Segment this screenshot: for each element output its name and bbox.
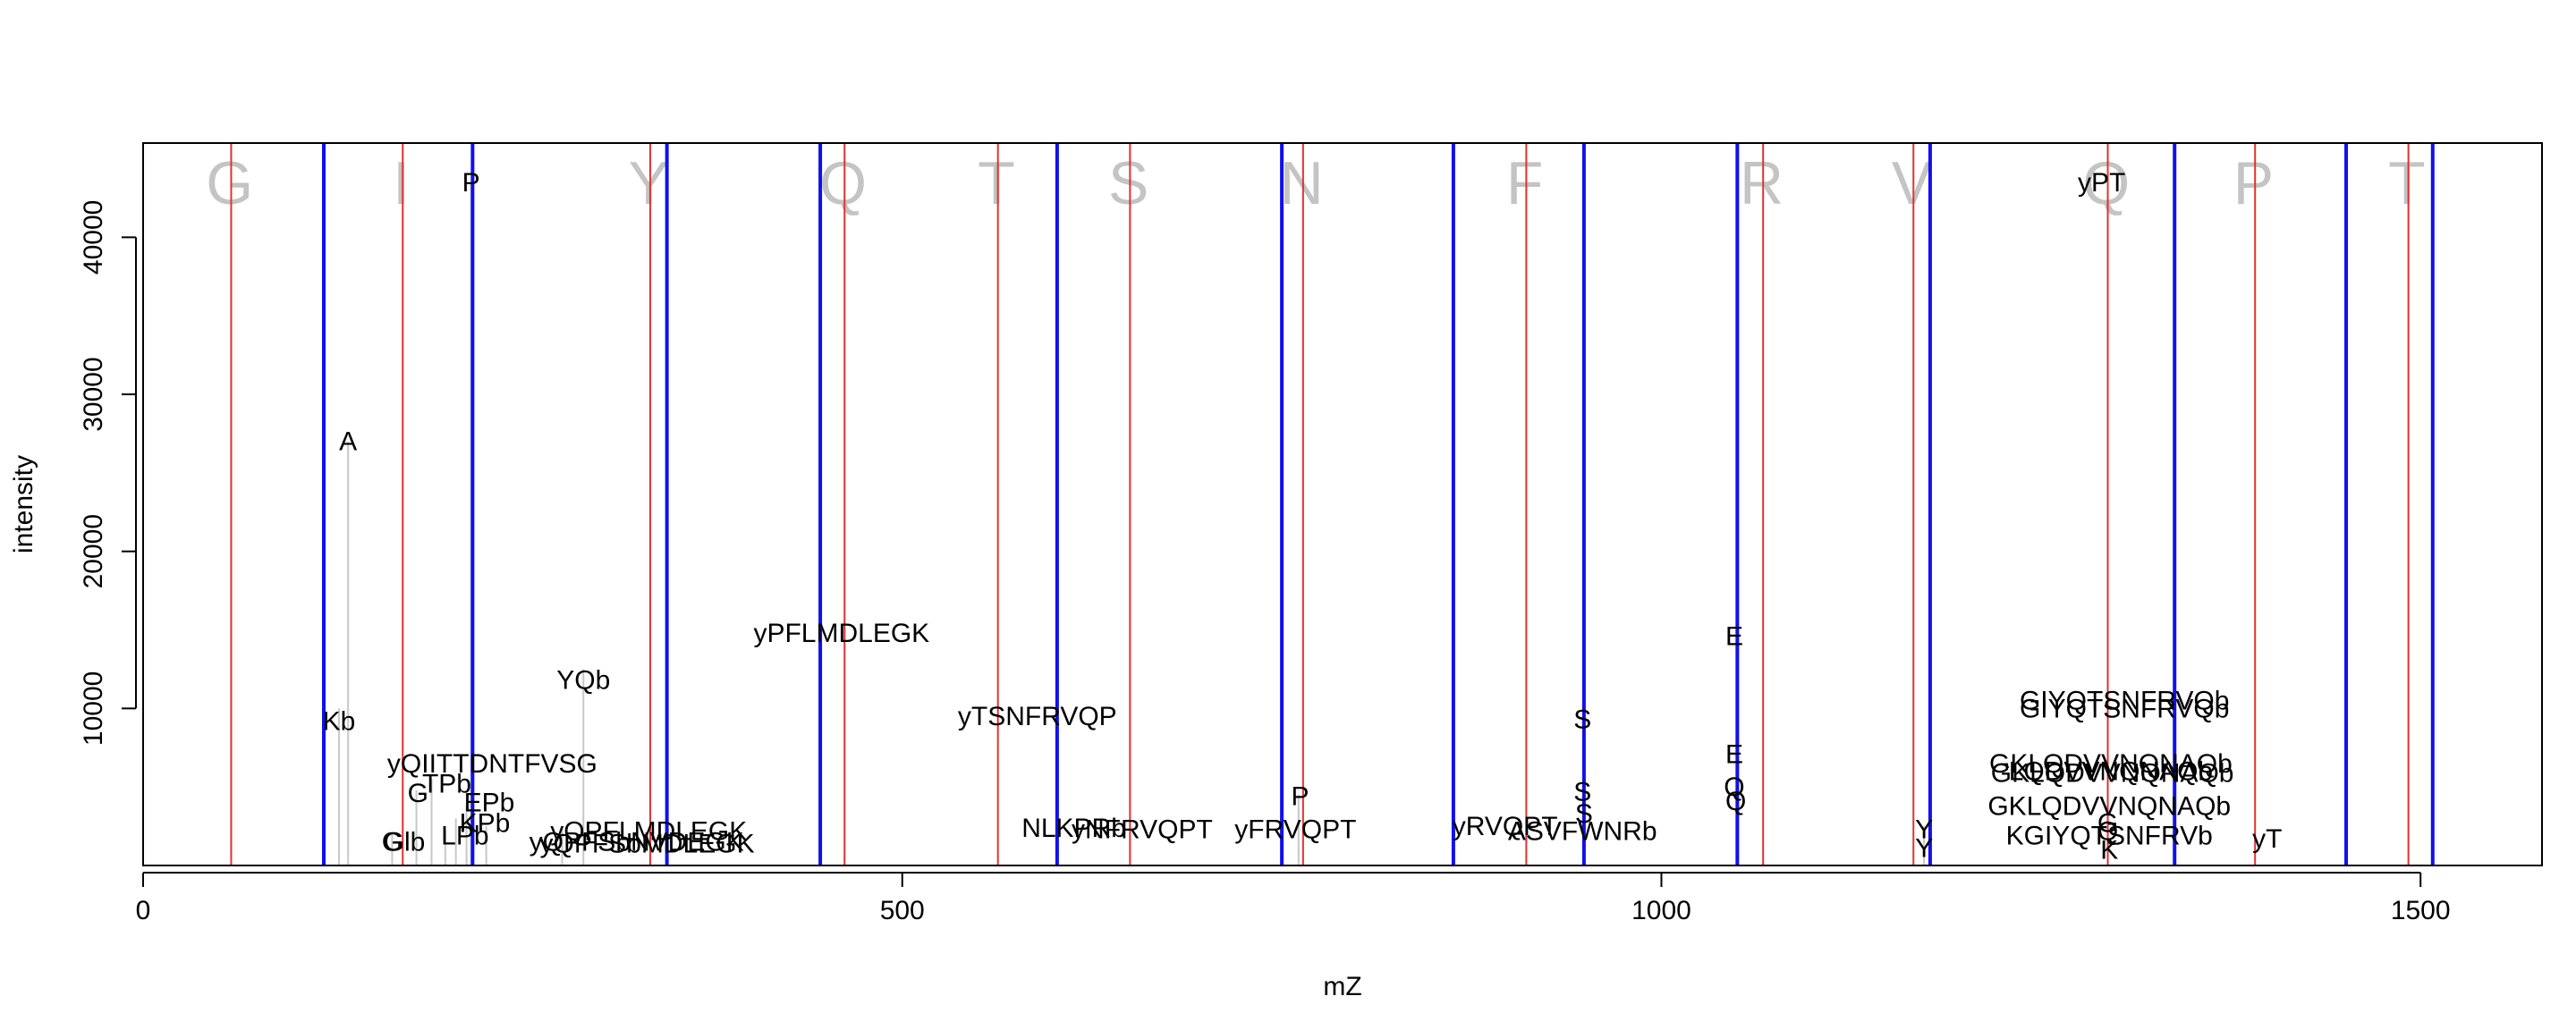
residue-letter-9: V	[1892, 149, 1933, 217]
peak-annotation-4: yQIITTDNTFVSG	[387, 749, 597, 779]
peak-annotation-29: Q	[1725, 787, 1746, 816]
peak-annotation-5: TPb	[422, 770, 471, 799]
peak-annotation-36: LQDVVNQNAQb	[2009, 757, 2213, 787]
x-tick-label-1: 500	[880, 896, 925, 925]
peak-annotation-41: K	[2100, 835, 2118, 865]
x-axis-label: mZ	[1323, 972, 1361, 1001]
y-tick-label-3: 40000	[79, 200, 108, 274]
peak-annotation-17: NLKPRb	[1021, 814, 1126, 843]
peak-annotation-7: EPb	[464, 789, 515, 818]
peak-annotation-13: yQPFSbNVDEGK	[530, 828, 744, 857]
residue-letter-3: Q	[819, 149, 867, 217]
peak-annotation-12: yQPFLMDLEGK	[550, 816, 747, 846]
peak-annotation-35: GKLQDVVNQNAQb	[1989, 749, 2233, 779]
peak-annotation-38: GKLQDVVNQNAQb	[1987, 791, 2231, 821]
peak-annotation-21: yRVQPT	[1453, 812, 1558, 841]
peak-annotation-1: P	[462, 168, 480, 198]
residue-letter-12: T	[2388, 149, 2426, 217]
peak-annotation-23: S	[1573, 705, 1591, 735]
peak-annotation-32: yPT	[2078, 168, 2125, 198]
peak-annotation-19: P	[1291, 782, 1309, 812]
peak-annotation-6: G	[408, 779, 428, 808]
residue-letter-2: Y	[629, 149, 669, 217]
peak-annotation-16: yTSNFRVQP	[958, 702, 1117, 731]
peak-annotation-42: KGIYQTSNFRVb	[2006, 822, 2213, 851]
peak-annotation-34: GIYQTSNFRVQb	[2020, 694, 2230, 723]
peak-annotation-27: E	[1725, 739, 1743, 769]
peak-annotation-33: GIYQTSNFRVQb	[2020, 687, 2230, 716]
peak-annotation-28: Q	[1724, 772, 1744, 802]
peak-annotation-20: yFRVQPT	[1234, 815, 1356, 845]
residue-letter-0: G	[206, 149, 253, 217]
peak-annotation-31: Y	[1915, 834, 1933, 864]
red-line-layer	[230, 143, 2410, 865]
x-tick-label-2: 1000	[1631, 896, 1691, 925]
peak-annotation-2: Kb	[323, 706, 356, 736]
peak-annotation-26: E	[1725, 622, 1743, 652]
residue-letter-4: T	[978, 149, 1015, 217]
peak-layer	[337, 182, 2109, 865]
x-tick-label-3: 1500	[2391, 896, 2451, 925]
peak-annotation-39: G	[2097, 809, 2118, 839]
peak-annotation-15: yPFLMDLEGK	[753, 619, 929, 648]
peak-annotation-37: GKLQDVVNQNAQb	[1991, 758, 2234, 788]
peak-annotation-25: S	[1575, 799, 1593, 829]
peak-annotation-22: ASVFWNRb	[1508, 816, 1657, 846]
peak-annotation-8: KPb	[460, 809, 511, 839]
plot-frame	[142, 142, 2543, 866]
peak-annotation-11: Glb	[384, 828, 426, 857]
peak-annotation-43: yT	[2252, 824, 2282, 854]
peak-annotation-18: yNFRVQPT	[1072, 815, 1213, 845]
peak-annotation-0: A	[339, 427, 357, 457]
peak-annotation-40: Q	[2097, 816, 2118, 846]
x-tick-label-0: 0	[136, 896, 151, 925]
peak-annotation-3: YQb	[556, 666, 610, 696]
y-tick-label-2: 30000	[79, 357, 108, 431]
peak-annotation-10: G	[382, 828, 402, 857]
peak-annotation-24: S	[1573, 777, 1591, 806]
y-tick-label-0: 10000	[79, 671, 108, 746]
peak-annotation-30: Y	[1915, 815, 1933, 845]
residue-letter-1: I	[393, 149, 410, 217]
peak-annotation-9: LPb	[441, 822, 488, 851]
peak-annotation-14: yQPFSbMDLEGK	[540, 829, 755, 858]
residue-letter-6: N	[1280, 149, 1324, 217]
blue-line-layer	[321, 143, 2435, 865]
residue-letter-11: P	[2233, 149, 2274, 217]
y-tick-label-1: 20000	[79, 514, 108, 588]
residue-letter-8: R	[1740, 149, 1784, 217]
residue-letter-5: S	[1108, 149, 1148, 217]
residue-letter-7: F	[1506, 149, 1544, 217]
axis-layer: 0 500 1000 1500 10000 20000 30000 40000	[79, 200, 2451, 925]
residue-letter-10: Q	[2082, 149, 2130, 217]
y-axis-label: intensity	[9, 455, 38, 553]
